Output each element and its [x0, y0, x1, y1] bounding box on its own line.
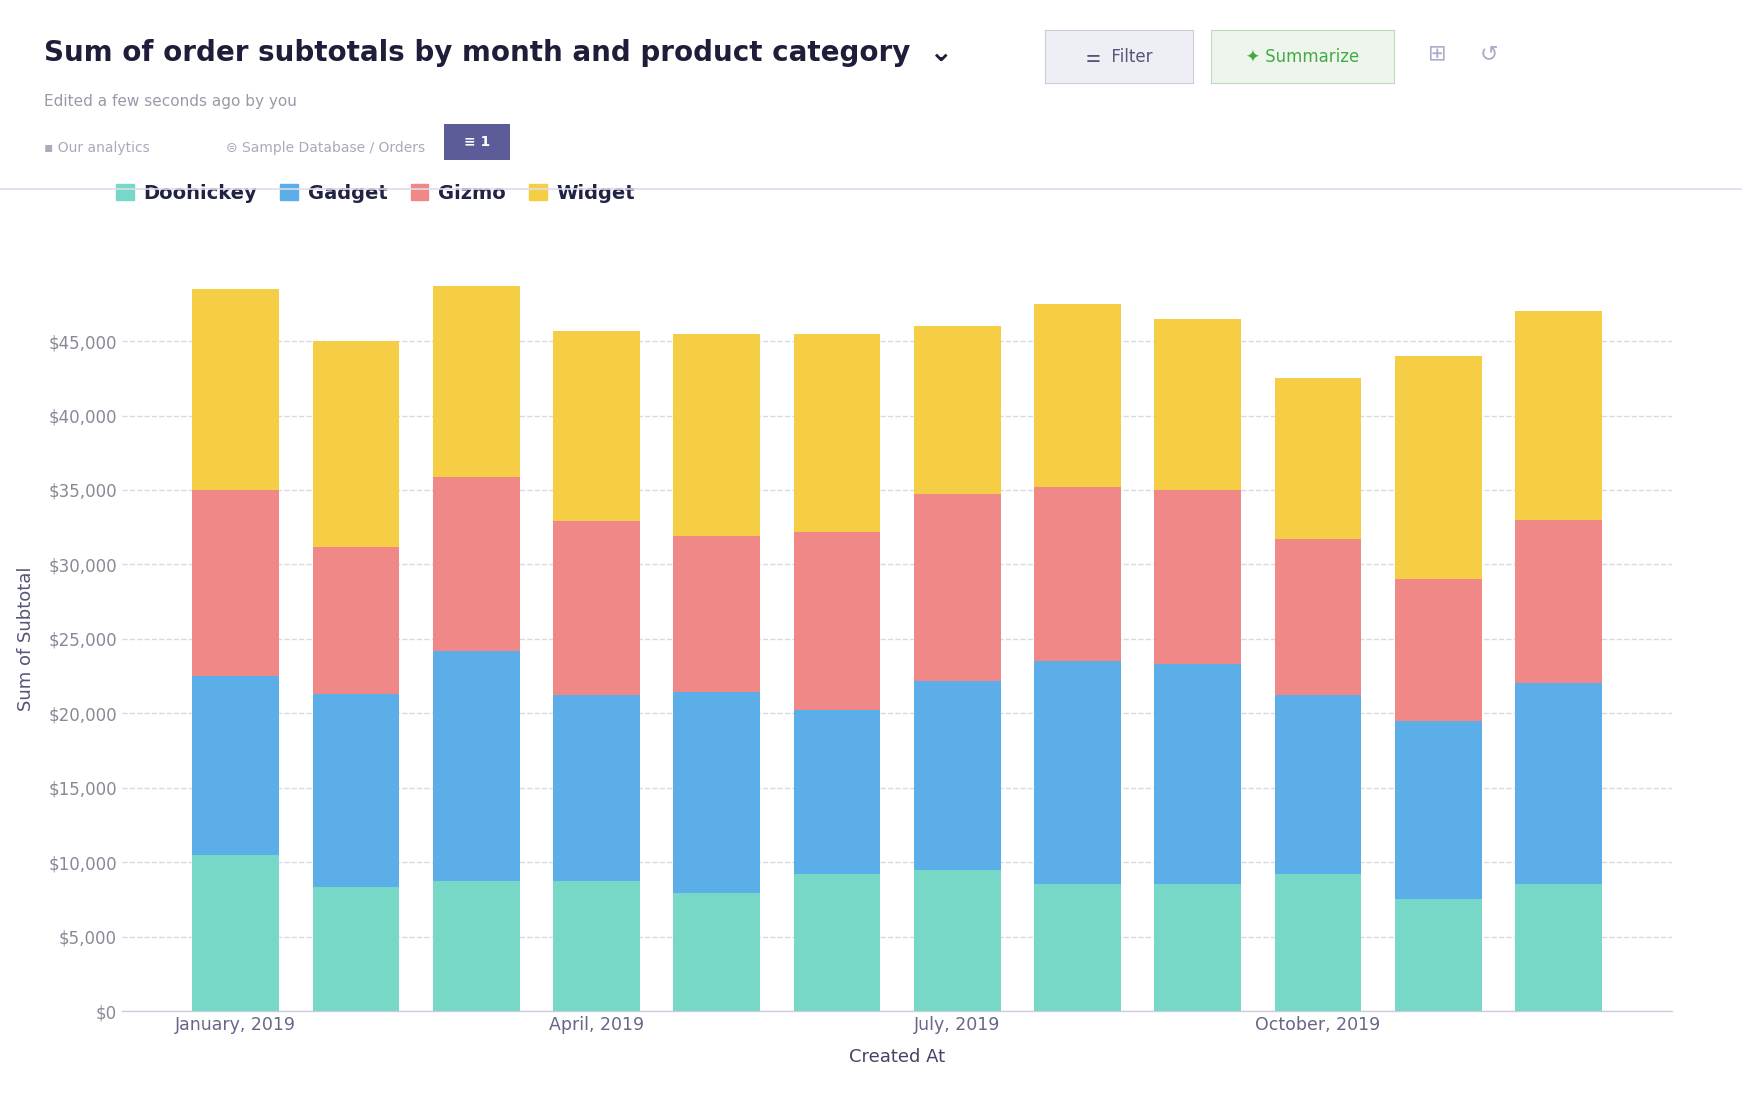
Bar [1395, 721, 1482, 900]
Bar [915, 870, 1000, 1011]
Bar [1516, 884, 1603, 1011]
Text: ⊞: ⊞ [1428, 44, 1446, 64]
Bar [554, 521, 639, 695]
Bar [1275, 695, 1361, 874]
Bar [312, 888, 399, 1011]
Bar [674, 893, 760, 1011]
Bar [794, 874, 880, 1011]
Bar [794, 333, 880, 532]
Text: ✦ Summarize: ✦ Summarize [1246, 48, 1359, 66]
Bar [674, 333, 760, 537]
Bar [434, 651, 519, 881]
Bar [674, 692, 760, 893]
Bar [1155, 319, 1240, 490]
Bar [1275, 379, 1361, 539]
Bar [1395, 356, 1482, 579]
Bar [554, 331, 639, 521]
Bar [1275, 539, 1361, 695]
Bar [192, 854, 279, 1011]
Bar [1035, 304, 1120, 487]
Bar [1516, 520, 1603, 683]
Bar [1155, 490, 1240, 664]
Bar [192, 675, 279, 854]
Bar [1155, 664, 1240, 884]
Text: ⚌  Filter: ⚌ Filter [1085, 48, 1153, 66]
Text: Sum of order subtotals by month and product category  ⌄: Sum of order subtotals by month and prod… [44, 39, 953, 67]
Text: Edited a few seconds ago by you: Edited a few seconds ago by you [44, 94, 296, 110]
Bar [312, 694, 399, 888]
Bar [674, 537, 760, 692]
Text: ▪ Our analytics: ▪ Our analytics [44, 141, 150, 156]
Bar [1035, 661, 1120, 884]
Bar [434, 881, 519, 1011]
Legend: Doohickey, Gadget, Gizmo, Widget: Doohickey, Gadget, Gizmo, Widget [117, 183, 634, 202]
Text: ↺: ↺ [1481, 44, 1498, 64]
Bar [434, 477, 519, 651]
Bar [915, 327, 1000, 494]
Y-axis label: Sum of Subtotal: Sum of Subtotal [17, 567, 35, 711]
Bar [1516, 683, 1603, 884]
Bar [192, 490, 279, 675]
Text: ⊜ Sample Database / Orders: ⊜ Sample Database / Orders [226, 141, 425, 156]
Bar [794, 532, 880, 710]
Bar [554, 695, 639, 881]
Bar [312, 547, 399, 694]
Bar [434, 286, 519, 477]
Bar [915, 494, 1000, 681]
Bar [1275, 874, 1361, 1011]
Bar [312, 341, 399, 547]
Bar [1155, 884, 1240, 1011]
X-axis label: Created At: Created At [848, 1048, 946, 1065]
Bar [915, 681, 1000, 870]
Bar [1395, 579, 1482, 721]
Bar [1035, 884, 1120, 1011]
Bar [1516, 311, 1603, 520]
Bar [554, 881, 639, 1011]
Bar [192, 289, 279, 490]
Bar [1395, 900, 1482, 1011]
Bar [1035, 487, 1120, 661]
Text: ≡ 1: ≡ 1 [463, 136, 491, 149]
Bar [794, 710, 880, 874]
